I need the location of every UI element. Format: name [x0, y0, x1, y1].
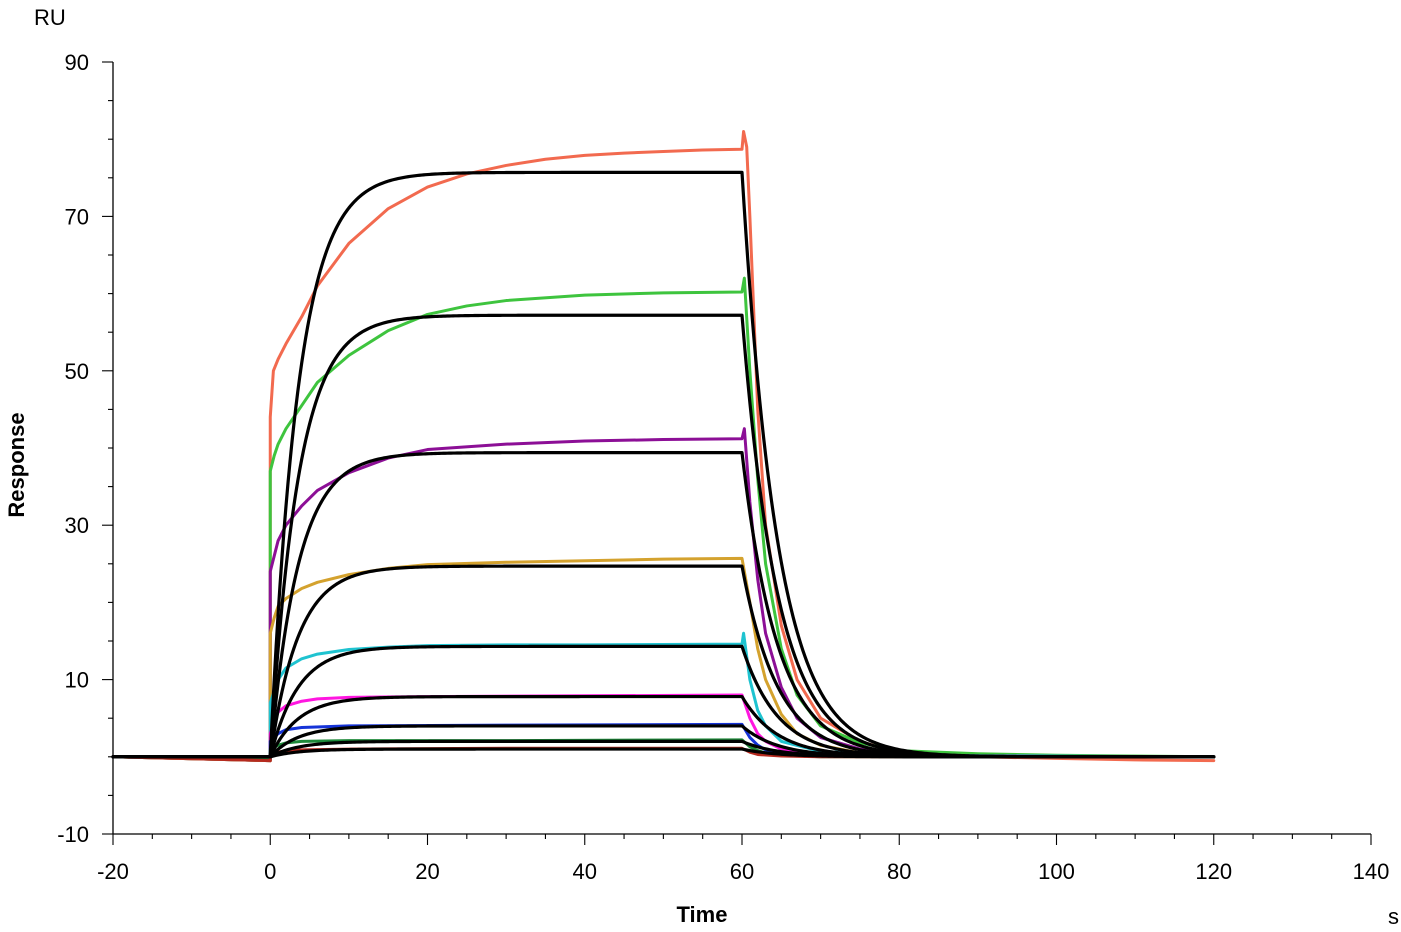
y-ticks: -10 10 30 50 70 90	[57, 50, 113, 847]
x-axis-title: Time	[677, 902, 728, 927]
x-tick-label: 40	[573, 859, 597, 884]
x-tick-label: 80	[887, 859, 911, 884]
fit-curve	[111, 747, 1216, 759]
y-tick-label: 70	[65, 204, 89, 229]
y-tick-label: 10	[65, 668, 89, 693]
x-ticks: -20 0 20 40 60 80 100 120 140	[97, 834, 1389, 884]
y-tick-label: -10	[57, 822, 89, 847]
x-tick-label: 140	[1353, 859, 1390, 884]
y-tick-label: 30	[65, 513, 89, 538]
x-tick-label: 100	[1038, 859, 1075, 884]
x-tick-label: 120	[1195, 859, 1232, 884]
x-unit-label: s	[1388, 904, 1399, 929]
x-tick-label: 0	[264, 859, 276, 884]
y-axis-title: Response	[4, 412, 29, 517]
fit-curve	[111, 170, 1216, 759]
data-curve	[111, 276, 1216, 763]
x-tick-label: -20	[97, 859, 129, 884]
y-unit-label: RU	[34, 5, 66, 30]
y-tick-label: 50	[65, 359, 89, 384]
x-tick-label: 20	[415, 859, 439, 884]
x-tick-label: 60	[730, 859, 754, 884]
y-tick-label: 90	[65, 50, 89, 75]
series-layer	[111, 129, 1216, 763]
